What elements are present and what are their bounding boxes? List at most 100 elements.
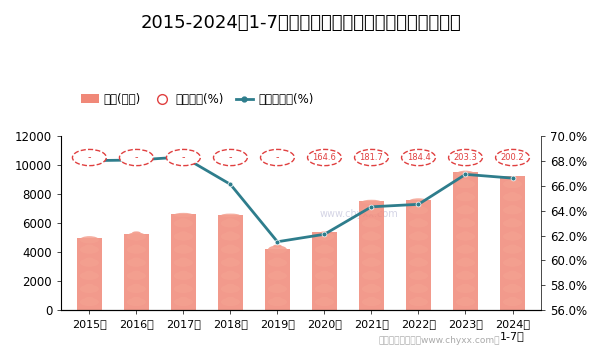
Ellipse shape <box>174 219 193 227</box>
Ellipse shape <box>461 218 470 221</box>
Ellipse shape <box>127 258 146 267</box>
Ellipse shape <box>226 258 235 261</box>
Ellipse shape <box>414 231 423 234</box>
Ellipse shape <box>456 246 475 254</box>
Ellipse shape <box>508 231 517 234</box>
Ellipse shape <box>80 272 99 280</box>
Ellipse shape <box>273 271 282 274</box>
Ellipse shape <box>268 258 287 267</box>
Ellipse shape <box>367 231 376 234</box>
Ellipse shape <box>508 179 517 182</box>
Text: -: - <box>88 152 91 163</box>
Ellipse shape <box>179 271 188 274</box>
Ellipse shape <box>80 246 99 254</box>
Ellipse shape <box>409 246 428 254</box>
Ellipse shape <box>456 272 475 280</box>
Ellipse shape <box>127 232 146 241</box>
Ellipse shape <box>409 198 428 204</box>
Ellipse shape <box>362 258 381 267</box>
Ellipse shape <box>461 284 470 287</box>
Ellipse shape <box>174 213 193 217</box>
Ellipse shape <box>367 284 376 287</box>
Ellipse shape <box>362 272 381 280</box>
Ellipse shape <box>508 218 517 221</box>
Ellipse shape <box>409 219 428 227</box>
Ellipse shape <box>174 298 193 306</box>
Ellipse shape <box>508 205 517 208</box>
Ellipse shape <box>127 272 146 280</box>
Ellipse shape <box>362 232 381 241</box>
Text: 164.6: 164.6 <box>312 153 337 162</box>
Ellipse shape <box>456 232 475 241</box>
Ellipse shape <box>456 180 475 188</box>
FancyBboxPatch shape <box>124 234 149 310</box>
Ellipse shape <box>226 284 235 287</box>
Ellipse shape <box>261 150 294 166</box>
Ellipse shape <box>167 150 200 166</box>
Ellipse shape <box>367 205 376 208</box>
Ellipse shape <box>179 258 188 261</box>
Ellipse shape <box>80 258 99 267</box>
Ellipse shape <box>503 258 522 267</box>
Ellipse shape <box>503 285 522 293</box>
Ellipse shape <box>119 150 154 166</box>
Ellipse shape <box>362 219 381 227</box>
Ellipse shape <box>315 232 334 241</box>
Ellipse shape <box>127 246 146 254</box>
Ellipse shape <box>85 284 94 287</box>
Ellipse shape <box>273 258 282 261</box>
Ellipse shape <box>80 285 99 293</box>
Ellipse shape <box>268 298 287 306</box>
FancyBboxPatch shape <box>500 177 525 310</box>
Ellipse shape <box>268 246 287 254</box>
Ellipse shape <box>320 245 329 247</box>
Ellipse shape <box>367 271 376 274</box>
Ellipse shape <box>226 271 235 274</box>
FancyBboxPatch shape <box>77 237 102 310</box>
Ellipse shape <box>367 297 376 300</box>
Ellipse shape <box>179 218 188 221</box>
Ellipse shape <box>85 271 94 274</box>
Ellipse shape <box>456 219 475 227</box>
Ellipse shape <box>320 297 329 300</box>
Ellipse shape <box>402 150 435 166</box>
Ellipse shape <box>362 298 381 306</box>
Text: 184.4: 184.4 <box>406 153 430 162</box>
FancyBboxPatch shape <box>406 200 430 310</box>
Ellipse shape <box>320 271 329 274</box>
Ellipse shape <box>495 150 529 166</box>
Ellipse shape <box>268 285 287 293</box>
Ellipse shape <box>80 236 99 244</box>
Text: 2015-2024年1-7月宁夏回族自治区工业企业负债统计图: 2015-2024年1-7月宁夏回族自治区工业企业负债统计图 <box>141 14 461 32</box>
Ellipse shape <box>503 180 522 188</box>
Ellipse shape <box>320 284 329 287</box>
Text: 200.2: 200.2 <box>501 153 524 162</box>
Ellipse shape <box>127 298 146 306</box>
Text: -: - <box>229 152 232 163</box>
Ellipse shape <box>503 206 522 214</box>
Ellipse shape <box>132 271 141 274</box>
Ellipse shape <box>179 231 188 234</box>
Ellipse shape <box>362 246 381 254</box>
Ellipse shape <box>226 297 235 300</box>
Ellipse shape <box>362 206 381 214</box>
Ellipse shape <box>320 231 329 234</box>
Ellipse shape <box>174 246 193 254</box>
Ellipse shape <box>456 258 475 267</box>
Ellipse shape <box>308 150 341 166</box>
Ellipse shape <box>367 218 376 221</box>
Ellipse shape <box>273 284 282 287</box>
Ellipse shape <box>72 150 107 166</box>
Ellipse shape <box>409 258 428 267</box>
Ellipse shape <box>221 298 240 306</box>
Ellipse shape <box>448 150 482 166</box>
Ellipse shape <box>362 285 381 293</box>
Ellipse shape <box>461 258 470 261</box>
Ellipse shape <box>355 150 388 166</box>
Text: -: - <box>135 152 138 163</box>
Ellipse shape <box>414 258 423 261</box>
Ellipse shape <box>315 272 334 280</box>
Ellipse shape <box>85 245 94 247</box>
Ellipse shape <box>221 246 240 254</box>
Ellipse shape <box>414 271 423 274</box>
